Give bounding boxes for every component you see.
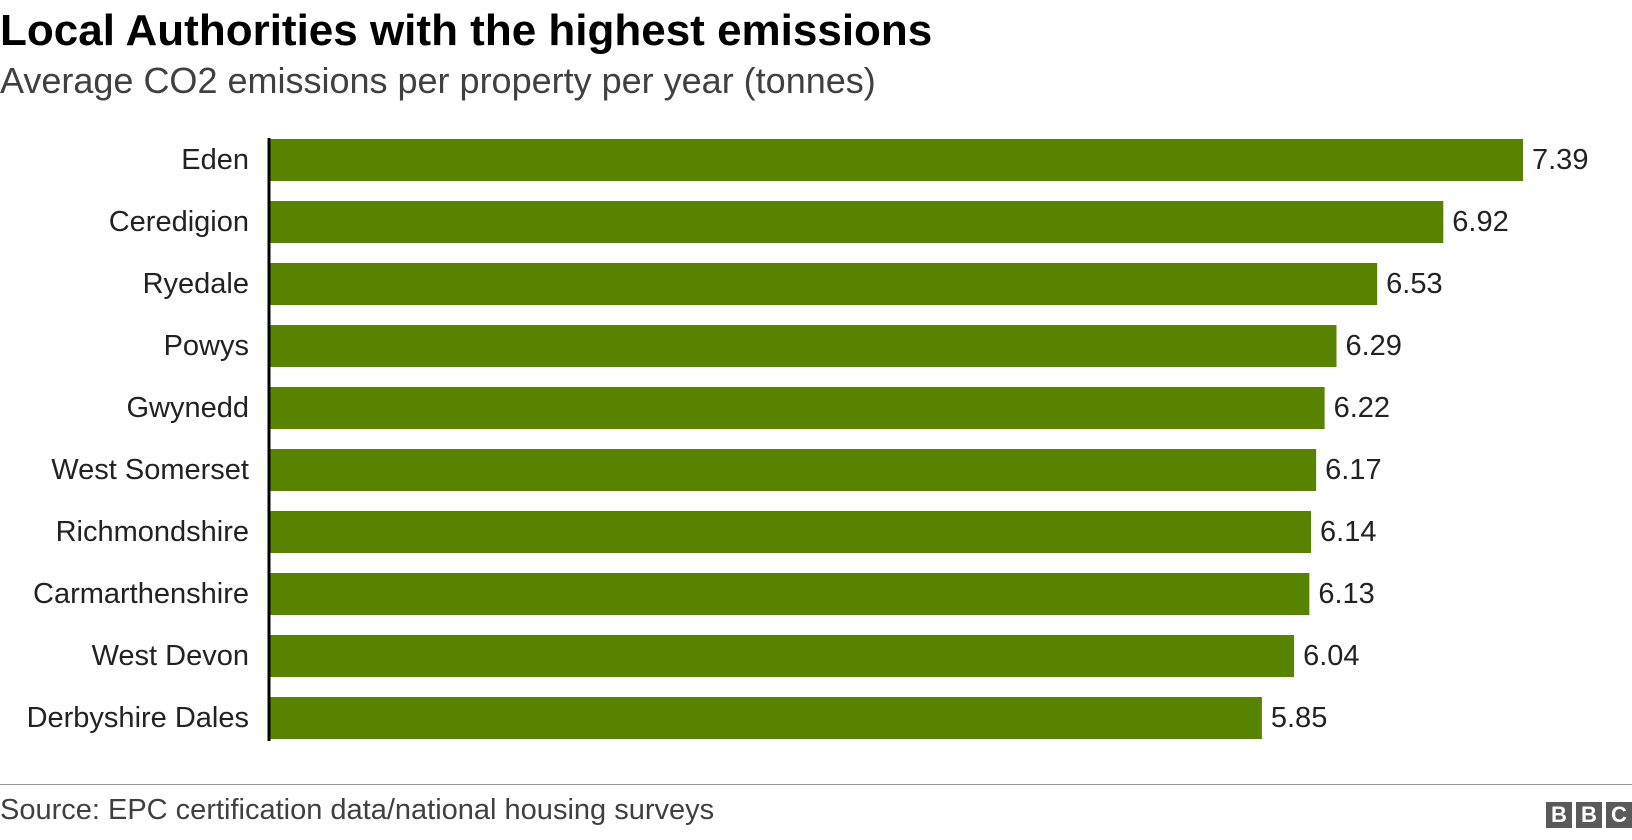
value-label: 6.92 [1452, 206, 1508, 238]
bbc-logo-letter-1: B [1546, 802, 1572, 828]
bar-eden [270, 139, 1523, 181]
category-label: Derbyshire Dales [27, 702, 249, 734]
category-label: Richmondshire [56, 516, 249, 548]
value-label: 6.17 [1325, 454, 1381, 486]
category-label: Powys [164, 330, 249, 362]
bar-ceredigion [270, 201, 1444, 243]
category-label: Eden [181, 144, 249, 176]
value-label: 6.29 [1345, 330, 1401, 362]
value-label: 6.22 [1334, 392, 1390, 424]
footer-divider [0, 784, 1632, 785]
value-label: 6.13 [1318, 578, 1374, 610]
source-note: Source: EPC certification data/national … [0, 794, 715, 826]
bar-west-devon [270, 635, 1295, 677]
value-label: 7.39 [1532, 144, 1588, 176]
category-label: West Devon [92, 640, 249, 672]
bar-carmarthenshire [270, 573, 1310, 615]
bar-powys [270, 325, 1337, 367]
category-label: Gwynedd [126, 392, 249, 424]
bbc-logo-letter-2: B [1576, 802, 1602, 828]
bar-chart: Eden 7.39 Ceredigion 6.92 Ryedale 6.53 Powys 6.… [27, 138, 1588, 741]
value-label: 6.14 [1320, 516, 1376, 548]
bar-ryedale [270, 263, 1378, 305]
bbc-logo-letter-3: C [1606, 802, 1632, 828]
category-label: Ryedale [143, 268, 249, 300]
chart-subtitle: Average CO2 emissions per property per y… [0, 60, 876, 101]
bar-richmondshire [270, 511, 1312, 553]
bbc-logo: B B C [1546, 802, 1632, 828]
category-label: West Somerset [51, 454, 249, 486]
bar-west-somerset [270, 449, 1317, 491]
chart-title: Local Authorities with the highest emiss… [0, 6, 933, 55]
value-label: 6.04 [1303, 640, 1359, 672]
value-label: 6.53 [1386, 268, 1442, 300]
category-label: Ceredigion [109, 206, 249, 238]
category-label: Carmarthenshire [33, 578, 249, 610]
bar-derbyshire-dales [270, 697, 1262, 739]
bar-gwynedd [270, 387, 1325, 429]
value-label: 5.85 [1271, 702, 1327, 734]
